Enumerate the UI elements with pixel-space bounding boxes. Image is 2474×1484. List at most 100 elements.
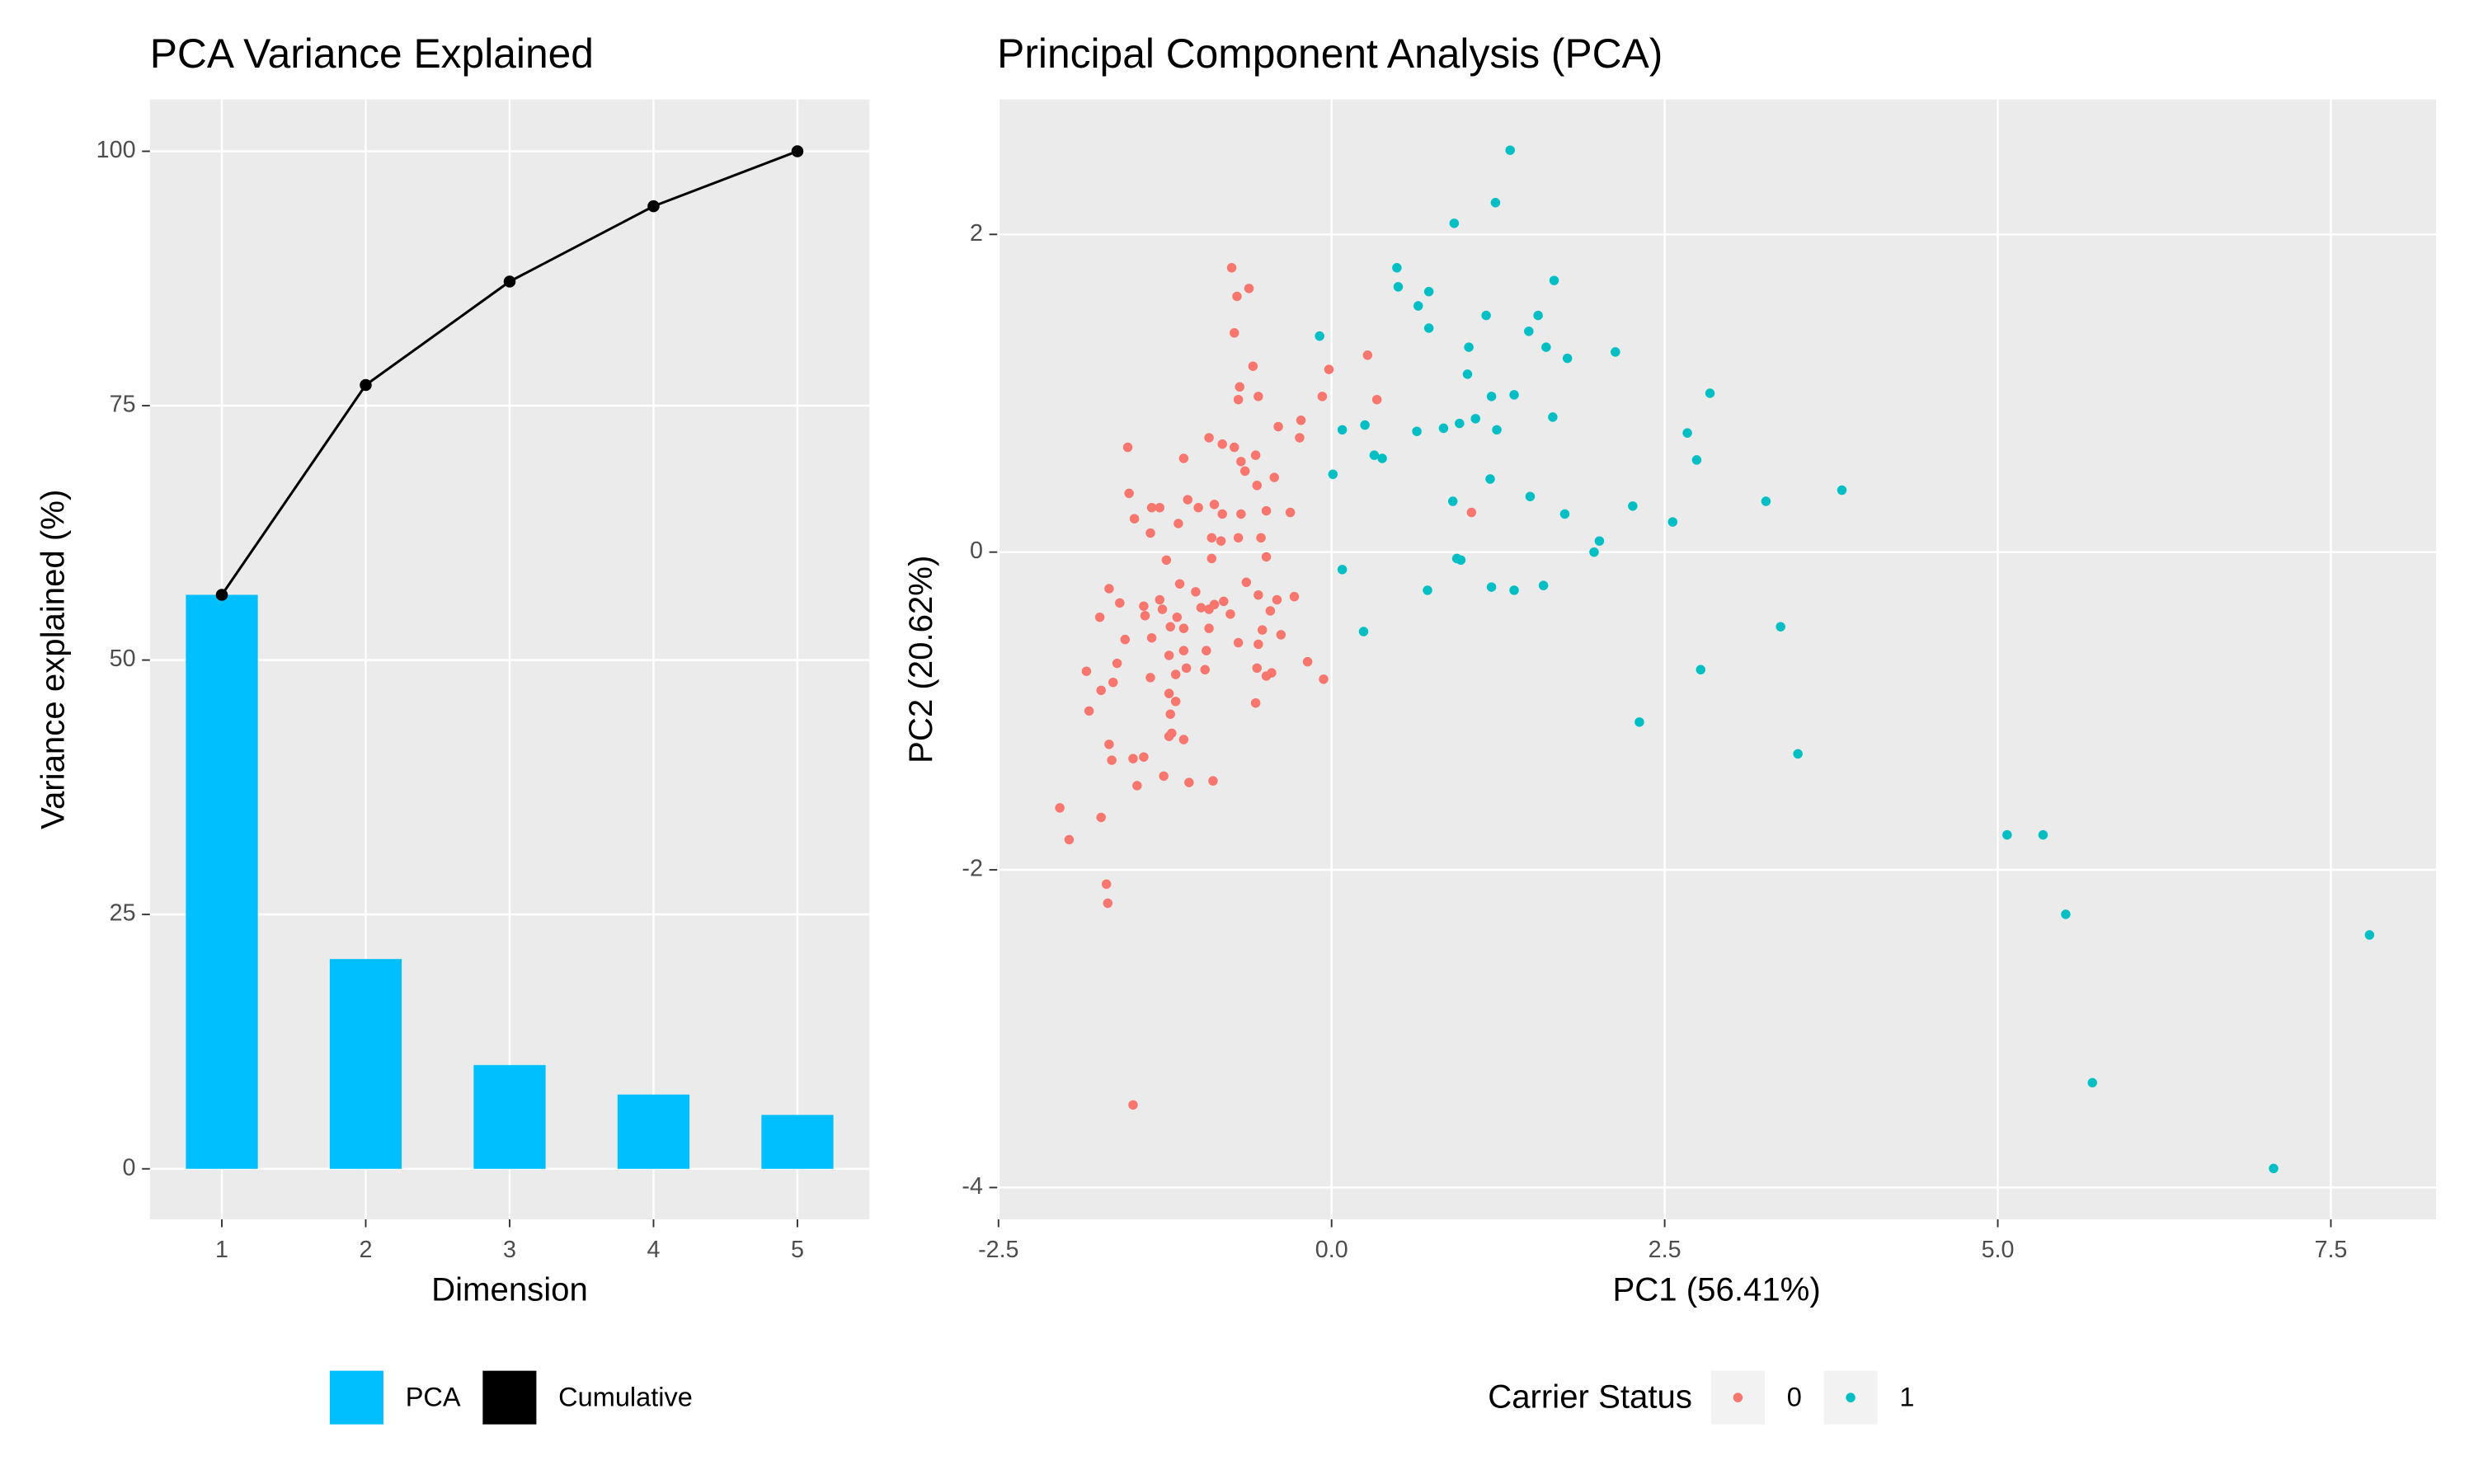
- scatter-point: [1232, 291, 1242, 302]
- scatter-point: [1178, 646, 1189, 655]
- scatter-point: [2002, 829, 2012, 840]
- legend-label: 0: [1787, 1383, 1802, 1412]
- scatter-point: [1209, 500, 1220, 510]
- scatter-point: [1174, 519, 1183, 528]
- scatter-point: [1233, 637, 1244, 648]
- scatter-point: [1296, 416, 1306, 425]
- legend-label: Cumulative: [558, 1383, 693, 1412]
- scatter-point: [1230, 328, 1239, 338]
- scatter-point: [1449, 218, 1460, 228]
- legend-label: PCA: [406, 1383, 461, 1412]
- scatter-point: [1524, 326, 1534, 336]
- scatter-point: [1413, 301, 1423, 311]
- scatter-point: [1267, 668, 1277, 678]
- y-tick-label: 0: [970, 538, 983, 564]
- scatter-point: [1217, 439, 1227, 449]
- scatter-point: [1273, 421, 1283, 432]
- y-tick-label: 50: [110, 646, 136, 672]
- scatter-point: [1101, 879, 1112, 890]
- scatter-point: [1337, 565, 1348, 575]
- scatter-point: [1132, 781, 1142, 791]
- scatter-point: [1191, 587, 1201, 597]
- scatter-point: [1096, 812, 1106, 823]
- legend-label: 1: [1899, 1383, 1914, 1412]
- legend-dot: [1846, 1392, 1856, 1402]
- scatter-point: [1209, 599, 1220, 610]
- scatter-point: [1145, 528, 1155, 538]
- x-axis-title: Dimension: [431, 1271, 588, 1308]
- scatter-point: [1115, 598, 1125, 608]
- scatter-point: [1146, 502, 1157, 513]
- scatter-point: [1470, 414, 1480, 424]
- scatter-point: [1466, 507, 1477, 518]
- scatter-point: [1104, 740, 1114, 749]
- x-tick-label: 4: [647, 1237, 660, 1263]
- scatter-point: [1490, 198, 1501, 208]
- scatter-point: [1108, 677, 1118, 688]
- scatter-point: [1155, 502, 1165, 513]
- scatter-point: [1456, 555, 1466, 566]
- x-axis-title: PC1 (56.41%): [1613, 1271, 1821, 1308]
- scatter-point: [1208, 776, 1218, 786]
- scatter-point: [1505, 145, 1515, 155]
- scatter-point: [1112, 658, 1122, 669]
- x-tick-label: 2: [360, 1237, 373, 1263]
- y-tick-label: -4: [962, 1173, 983, 1200]
- scatter-point: [1360, 420, 1370, 430]
- scatter-point: [1164, 731, 1174, 741]
- scatter-point: [1139, 752, 1149, 762]
- scatter-point: [1096, 685, 1106, 696]
- legend-dot: [1733, 1392, 1743, 1402]
- scatter-point: [1184, 777, 1194, 787]
- scatter-point: [1369, 450, 1380, 460]
- scatter-point: [1485, 474, 1495, 484]
- scatter-point: [1145, 673, 1155, 683]
- scatter-point: [1315, 331, 1324, 341]
- scatter-point: [1204, 623, 1214, 633]
- scatter-point: [1196, 603, 1206, 613]
- scatter-point: [1486, 582, 1497, 592]
- x-tick-label: 5: [791, 1237, 804, 1263]
- plot-panel: [997, 99, 2437, 1219]
- scatter-point: [1423, 585, 1432, 595]
- scatter-point: [1265, 606, 1276, 616]
- scatter-point: [1094, 612, 1105, 622]
- scatter-point: [1236, 457, 1246, 467]
- scatter-point: [1492, 425, 1502, 435]
- bar: [473, 1064, 546, 1169]
- scatter-point: [1412, 426, 1422, 436]
- scatter-point: [1226, 263, 1237, 273]
- scatter-point: [1128, 754, 1138, 763]
- bar: [761, 1115, 834, 1169]
- line-point: [503, 275, 516, 288]
- scatter-point: [1634, 717, 1644, 727]
- scatter-point: [1235, 382, 1244, 392]
- scatter-point: [1261, 552, 1272, 562]
- x-tick-label: 1: [215, 1237, 228, 1263]
- scatter-point: [1236, 509, 1246, 519]
- scatter-point: [1225, 609, 1235, 619]
- scatter-point: [1129, 514, 1140, 524]
- scatter-point: [1250, 697, 1261, 708]
- scatter-point: [1157, 604, 1168, 614]
- scatter-point: [1462, 369, 1473, 379]
- scatter-point: [1481, 310, 1491, 321]
- scatter-point: [1174, 579, 1185, 589]
- y-tick-label: 25: [110, 900, 136, 927]
- scatter-point: [1455, 418, 1465, 429]
- scatter-point: [1084, 706, 1094, 716]
- scatter-point: [1124, 488, 1134, 499]
- scatter-point: [1204, 433, 1214, 443]
- scatter-point: [1146, 632, 1157, 643]
- scatter-point: [1393, 282, 1404, 292]
- scatter-point: [1250, 450, 1261, 460]
- y-axis-title: PC2 (20.62%): [902, 556, 939, 763]
- scatter-point: [1233, 533, 1244, 543]
- y-tick-label: 100: [96, 137, 136, 163]
- scatter-point: [1696, 665, 1705, 675]
- scatter-point: [1248, 361, 1258, 371]
- legend-title: Carrier Status: [1488, 1378, 1692, 1416]
- scatter-point: [1159, 771, 1169, 782]
- scatter-point: [1161, 555, 1172, 566]
- scatter-point: [1164, 688, 1174, 698]
